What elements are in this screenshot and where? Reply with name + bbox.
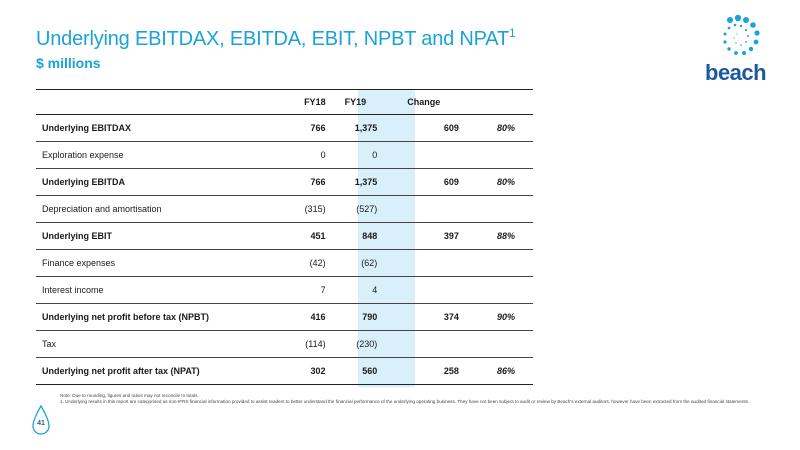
cell-pct: 80% [496, 177, 515, 187]
cell-fy19: 790 [362, 312, 378, 322]
footnotes: Note: Due to rounding, figures and ratio… [60, 393, 780, 405]
cell-pct [459, 142, 533, 169]
cell-label: Tax [42, 339, 57, 349]
cell-fy18: (42) [309, 258, 326, 268]
cell-fy18: 766 [310, 177, 326, 187]
cell-fy19: (527) [356, 204, 378, 214]
cell-fy19: 4 [372, 285, 378, 295]
cell-pct: 86% [496, 366, 515, 376]
cell-change [385, 196, 459, 223]
table-row: Finance expenses (42) (62) [36, 250, 533, 277]
note-underlying: 1. Underlying results in this report are… [60, 399, 750, 404]
cell-fy18: 766 [310, 123, 326, 133]
header-change: Change [407, 97, 441, 107]
drop-icon [32, 404, 50, 435]
cell-pct [459, 196, 533, 223]
cell-change [385, 142, 459, 169]
cell-pct [459, 277, 533, 304]
table-row: Underlying net profit after tax (NPAT) 30… [36, 358, 533, 385]
cell-change [385, 277, 459, 304]
table-row: Interest income 7 4 [36, 277, 533, 304]
cell-fy19: 1,375 [354, 177, 378, 187]
cell-change [385, 331, 459, 358]
footnote-marker: 1 [508, 26, 516, 40]
cell-fy19: 560 [362, 366, 378, 376]
table-row: Underlying EBITDA 766 1,375 609 80% [36, 169, 533, 196]
cell-pct [459, 250, 533, 277]
cell-fy18: (315) [304, 204, 326, 214]
cell-label: Exploration expense [42, 150, 124, 160]
page-number: 41 [37, 420, 45, 427]
cell-fy18: 451 [310, 231, 326, 241]
table-row: Underlying net profit before tax (NPBT) 4… [36, 304, 533, 331]
cell-fy19: 1,375 [354, 123, 378, 133]
cell-fy18: 0 [320, 150, 326, 160]
page-subtitle: $ millions [36, 55, 101, 71]
cell-pct: 90% [496, 312, 515, 322]
cell-fy19: (230) [356, 339, 378, 349]
header-label [36, 90, 257, 115]
cell-fy18: 416 [310, 312, 326, 322]
cell-change: 397 [443, 231, 459, 241]
cell-label: Underlying net profit after tax (NPAT) [42, 366, 200, 376]
cell-change: 374 [443, 312, 459, 322]
header-pct [459, 90, 533, 115]
cell-label: Underlying EBITDA [42, 177, 126, 187]
cell-fy18: 302 [310, 366, 326, 376]
cell-label: Depreciation and amortisation [42, 204, 162, 214]
page-title-text: Underlying EBITDAX, EBITDA, EBIT, NPBT a… [36, 28, 509, 50]
cell-label: Finance expenses [42, 258, 116, 268]
header-fy19: FY19 [344, 97, 367, 107]
cell-change: 258 [443, 366, 459, 376]
cell-change: 609 [443, 177, 459, 187]
cell-fy19: 848 [362, 231, 378, 241]
cell-fy19: (62) [361, 258, 378, 268]
cell-label: Underlying net profit before tax (NPBT) [42, 312, 210, 322]
table-row: Tax (114) (230) [36, 331, 533, 358]
table-row: Underlying EBITDAX 766 1,375 609 80% [36, 115, 533, 142]
fy19-column-highlight [358, 90, 415, 387]
cell-label: Underlying EBITDAX [42, 123, 132, 133]
cell-pct [459, 331, 533, 358]
cell-pct: 80% [496, 123, 515, 133]
cell-pct: 88% [496, 231, 515, 241]
logo-text: beach [705, 60, 767, 85]
cell-label: Underlying EBIT [42, 231, 113, 241]
table-row: Exploration expense 0 0 [36, 142, 533, 169]
cell-fy19: 0 [372, 150, 378, 160]
cell-label: Interest income [42, 285, 104, 295]
cell-change: 609 [443, 123, 459, 133]
financial-table: FY18 FY19 Change Underlying EBITDAX 766 1,… [36, 89, 533, 385]
table-row: Underlying EBIT 451 848 397 88% [36, 223, 533, 250]
header-fy18: FY18 [304, 97, 326, 107]
cell-fy18: (114) [305, 339, 326, 349]
page-title: Underlying EBITDAX, EBITDA, EBIT, NPBT a… [36, 26, 516, 51]
note-rounding: Note: Due to rounding, figures and ratio… [60, 393, 199, 398]
beach-sun-drops-icon [723, 14, 760, 55]
cell-fy18: 7 [320, 285, 326, 295]
cell-change [385, 250, 459, 277]
table-row: Depreciation and amortisation (315) (527) [36, 196, 533, 223]
table-header-row: FY18 FY19 Change [36, 89, 533, 115]
